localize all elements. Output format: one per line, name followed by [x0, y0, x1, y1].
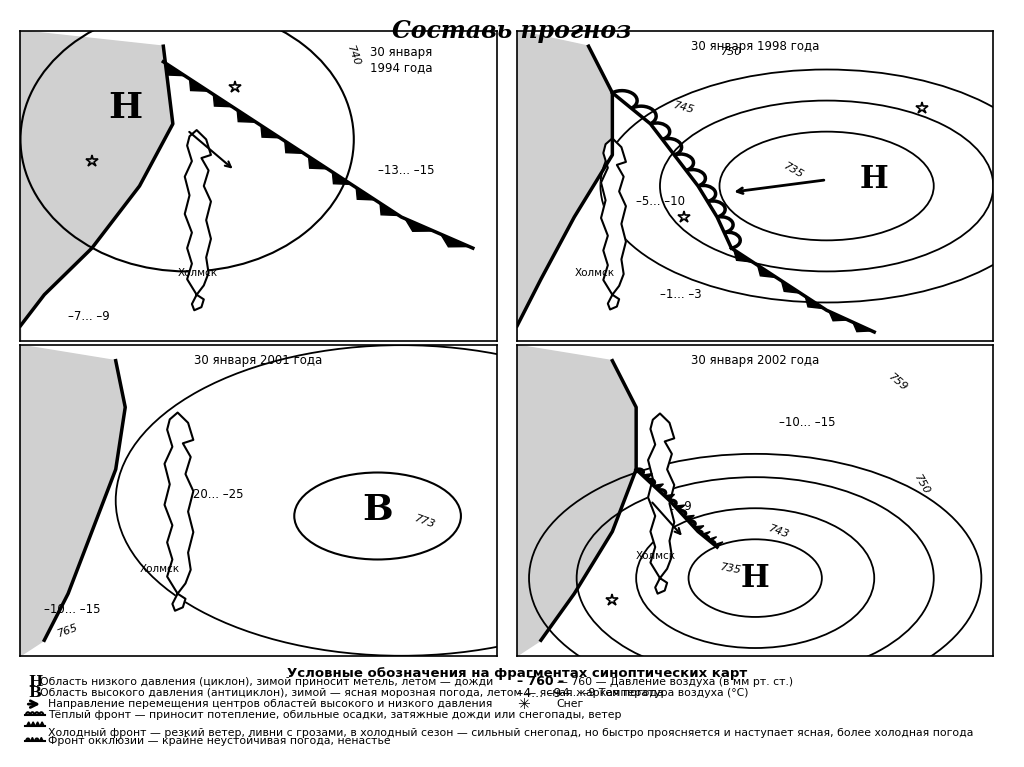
Text: 30 января 1998 года: 30 января 1998 года [691, 40, 819, 53]
Polygon shape [648, 413, 674, 578]
Text: 750: 750 [721, 48, 742, 58]
Text: Тёплый фронт — приносит потепление, обильные осадки, затяжные дожди или снегопад: Тёплый фронт — приносит потепление, обил… [48, 710, 622, 720]
Text: 745: 745 [672, 100, 695, 116]
Text: 735: 735 [720, 562, 742, 575]
Polygon shape [31, 722, 36, 726]
Polygon shape [27, 722, 31, 726]
Text: Условные обозначения на фрагментах синоптических карт: Условные обозначения на фрагментах синоп… [287, 667, 748, 680]
Text: 759: 759 [887, 372, 909, 393]
Text: Н: Н [860, 164, 889, 196]
Polygon shape [675, 505, 685, 510]
Text: 743: 743 [767, 523, 791, 540]
Polygon shape [40, 722, 44, 726]
Text: Холмск: Холмск [574, 268, 614, 278]
Text: — 760 — Давление воздуха (в мм рт. ст.): — 760 — Давление воздуха (в мм рт. ст.) [557, 677, 793, 687]
Text: В: В [362, 492, 393, 527]
Polygon shape [184, 130, 211, 295]
Polygon shape [440, 234, 469, 247]
Text: 750: 750 [912, 473, 932, 497]
Text: Холмск: Холмск [139, 564, 179, 574]
Text: 740: 740 [345, 44, 362, 67]
Polygon shape [285, 141, 304, 153]
Text: 773: 773 [414, 514, 437, 531]
Text: –5... –10: –5... –10 [636, 195, 685, 208]
Text: –7... –9: –7... –9 [68, 310, 110, 323]
Text: –13... –15: –13... –15 [378, 164, 434, 177]
Polygon shape [715, 542, 723, 547]
Text: –1... –3: –1... –3 [660, 288, 701, 301]
Polygon shape [172, 594, 185, 611]
Text: 30 января 2001 года: 30 января 2001 года [195, 354, 323, 367]
Polygon shape [191, 295, 204, 310]
Polygon shape [380, 203, 399, 216]
Polygon shape [333, 172, 351, 184]
Polygon shape [189, 79, 209, 91]
Polygon shape [655, 578, 667, 594]
Polygon shape [608, 295, 620, 309]
Text: Снег: Снег [557, 700, 584, 709]
Text: Н: Н [109, 91, 142, 125]
Text: Холмск: Холмск [636, 551, 676, 561]
Polygon shape [20, 31, 173, 341]
Text: Холмск: Холмск [177, 268, 218, 278]
Polygon shape [701, 532, 711, 536]
Polygon shape [708, 537, 717, 542]
Polygon shape [642, 473, 652, 479]
Text: –20... –25: –20... –25 [187, 488, 244, 501]
Text: –4... –9: –4... –9 [650, 500, 692, 513]
Polygon shape [853, 322, 871, 331]
Text: В: В [28, 686, 41, 700]
Polygon shape [165, 413, 194, 594]
Text: ✳: ✳ [517, 696, 529, 712]
Text: 765: 765 [56, 623, 80, 639]
Text: Холодный фронт — резкий ветер, ливни с грозами, в холодный сезон — сильный снего: Холодный фронт — резкий ветер, ливни с г… [48, 728, 973, 738]
Text: Направление перемещения центров областей высокого и низкого давления: Направление перемещения центров областей… [48, 700, 493, 709]
Text: –10... –15: –10... –15 [779, 416, 836, 430]
Text: Н: Н [28, 675, 42, 689]
Polygon shape [758, 265, 776, 278]
Text: –10... –15: –10... –15 [44, 603, 100, 616]
Text: Область высокого давления (антициклон), зимой — ясная морозная погода, летом — я: Область высокого давления (антициклон), … [40, 688, 664, 698]
Polygon shape [166, 64, 184, 76]
Polygon shape [517, 345, 636, 656]
Polygon shape [665, 494, 675, 500]
Polygon shape [404, 219, 433, 232]
Text: –4... –9 Температура воздуха (°С): –4... –9 Температура воздуха (°С) [557, 688, 749, 698]
Polygon shape [653, 484, 664, 489]
Polygon shape [213, 94, 232, 107]
Polygon shape [781, 281, 801, 293]
Polygon shape [356, 188, 375, 200]
Polygon shape [308, 156, 328, 169]
Text: 735: 735 [781, 161, 805, 180]
Polygon shape [238, 110, 256, 122]
Polygon shape [684, 515, 694, 521]
Text: Составь прогноз: Составь прогноз [392, 19, 632, 43]
Text: – 760 –: – 760 – [517, 676, 564, 689]
Text: Фронт окклюзии — крайне неустойчивая погода, ненастье: Фронт окклюзии — крайне неустойчивая пог… [48, 736, 390, 746]
Text: Н: Н [740, 563, 770, 594]
Polygon shape [261, 126, 280, 138]
Text: 30 января
1994 года: 30 января 1994 года [370, 46, 433, 74]
Polygon shape [40, 737, 43, 741]
Text: –4... –9: –4... –9 [517, 686, 561, 700]
Polygon shape [31, 737, 34, 741]
Polygon shape [829, 311, 848, 321]
Polygon shape [805, 296, 824, 308]
Polygon shape [694, 525, 703, 531]
Text: 30 января 2002 года: 30 января 2002 года [691, 354, 819, 367]
Polygon shape [601, 138, 626, 295]
Text: Область низкого давления (циклон), зимой приносит метель, летом — дожди: Область низкого давления (циклон), зимой… [40, 677, 494, 687]
Polygon shape [36, 722, 40, 726]
Polygon shape [517, 31, 612, 341]
Polygon shape [734, 250, 753, 262]
Polygon shape [20, 345, 125, 656]
